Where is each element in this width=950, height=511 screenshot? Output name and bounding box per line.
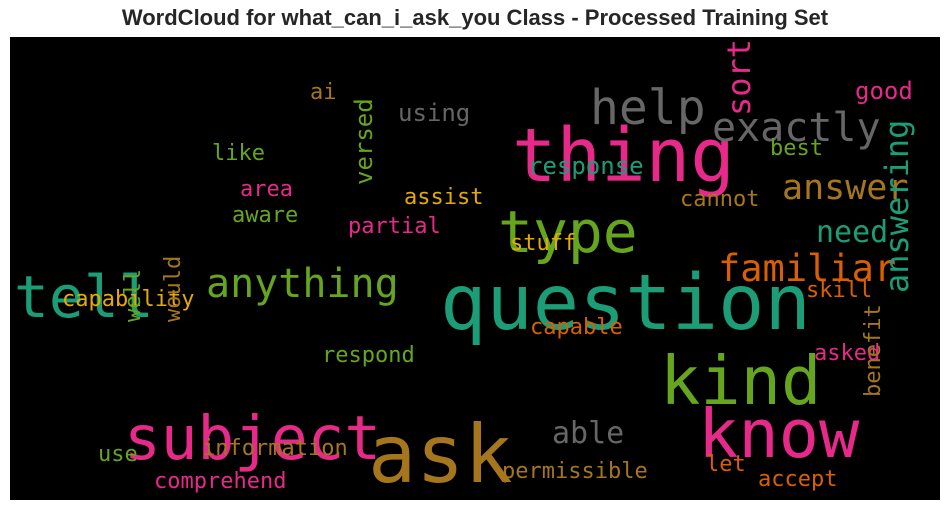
word-good: good	[855, 77, 913, 105]
word-capable: capable	[530, 315, 623, 340]
word-benefit: benefit	[861, 304, 886, 397]
word-cannot: cannot	[680, 187, 759, 212]
word-answer: answer	[782, 168, 908, 208]
word-sort: sort	[720, 39, 758, 116]
word-kind: kind	[660, 342, 821, 420]
word-assist: assist	[404, 185, 483, 210]
word-versed: versed	[350, 98, 378, 185]
word-use: use	[98, 442, 138, 467]
word-ask: ask	[368, 408, 513, 500]
word-familiar: familiar	[718, 247, 896, 290]
chart-title: WordCloud for what_can_i_ask_you Class -…	[121, 5, 829, 30]
word-would: would	[161, 256, 186, 322]
word-best: best	[770, 136, 823, 161]
word-question: question	[440, 259, 811, 348]
wordcloud-canvas: ask question thing kind know subject type tell h…	[10, 37, 940, 500]
word-permissible: permissible	[502, 459, 648, 484]
word-type: type	[498, 198, 638, 266]
word-using: using	[398, 99, 470, 127]
word-stuff: stuff	[510, 231, 576, 256]
word-capability: capability	[62, 287, 194, 312]
word-help: help	[590, 80, 706, 136]
word-information: information	[202, 436, 348, 461]
word-answering: answering	[878, 120, 916, 293]
word-like: like	[212, 141, 265, 166]
word-area: area	[240, 177, 293, 202]
word-know: know	[698, 395, 860, 473]
word-thing: thing	[512, 113, 735, 199]
word-exactly: exactly	[712, 105, 881, 151]
word-able: able	[552, 416, 624, 451]
word-response: response	[528, 152, 644, 180]
word-asked: asked	[814, 341, 880, 366]
word-well: well	[121, 269, 146, 322]
word-aware: aware	[232, 203, 298, 228]
word-anything: anything	[206, 261, 399, 307]
word-let: let	[706, 452, 746, 477]
word-comprehend: comprehend	[154, 469, 286, 494]
word-subject: subject	[124, 403, 381, 474]
word-tell: tell	[14, 263, 154, 331]
word-need: need	[816, 215, 888, 250]
word-skill: skill	[806, 278, 872, 303]
word-respond: respond	[322, 343, 415, 368]
word-ai: ai	[310, 80, 337, 105]
word-partial: partial	[348, 214, 441, 239]
word-accept: accept	[758, 467, 837, 492]
